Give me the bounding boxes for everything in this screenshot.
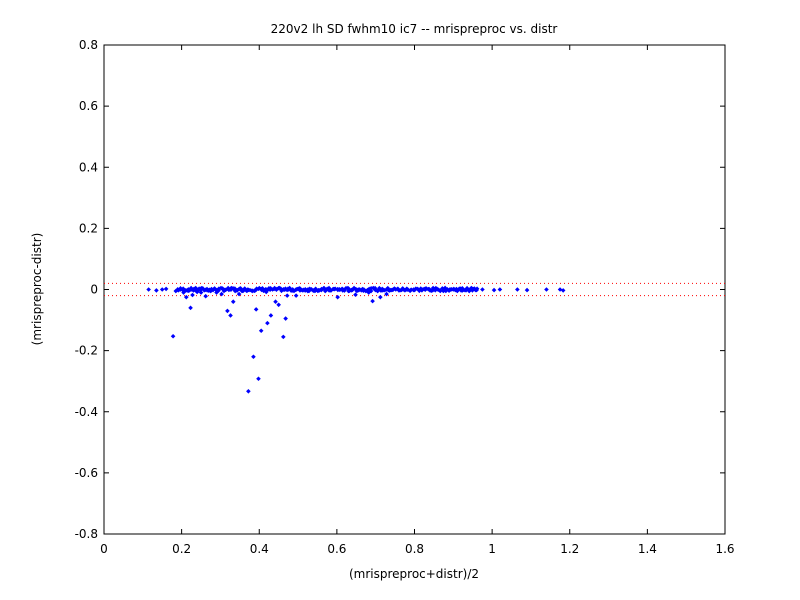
y-tick-label: 0 <box>90 283 98 297</box>
plot-area: 0 0.2 0.4 0.6 0.8 1 1.2 1.4 1.6 -0.8 -0.6 -0.4 -0.2… <box>75 38 735 556</box>
y-tick-label: 0.8 <box>79 38 98 52</box>
x-axis-label: (mrispreproc+distr)/2 <box>349 567 479 581</box>
x-tick-label: 1.2 <box>560 542 579 556</box>
x-tick-label: 1.6 <box>715 542 734 556</box>
y-tick-label: 0.4 <box>79 160 98 174</box>
chart-title: 220v2 lh SD fwhm10 ic7 -- mrispreproc vs… <box>271 22 558 36</box>
x-tick-label: 1 <box>488 542 496 556</box>
y-tick-label: -0.6 <box>75 466 98 480</box>
y-tick-label: -0.2 <box>75 344 98 358</box>
x-tick-label: 0.8 <box>405 542 424 556</box>
y-tick-label: -0.8 <box>75 527 98 541</box>
y-axis-label: (mrispreproc-distr) <box>30 233 44 346</box>
x-tick-label: 1.4 <box>638 542 657 556</box>
y-tick-label: 0.6 <box>79 99 98 113</box>
x-tick-label: 0.6 <box>327 542 346 556</box>
y-tick-label: -0.4 <box>75 405 98 419</box>
x-tick-label: 0.2 <box>172 542 191 556</box>
y-tick-label: 0.2 <box>79 221 98 235</box>
x-tick-label: 0 <box>100 542 108 556</box>
x-tick-label: 0.4 <box>250 542 269 556</box>
